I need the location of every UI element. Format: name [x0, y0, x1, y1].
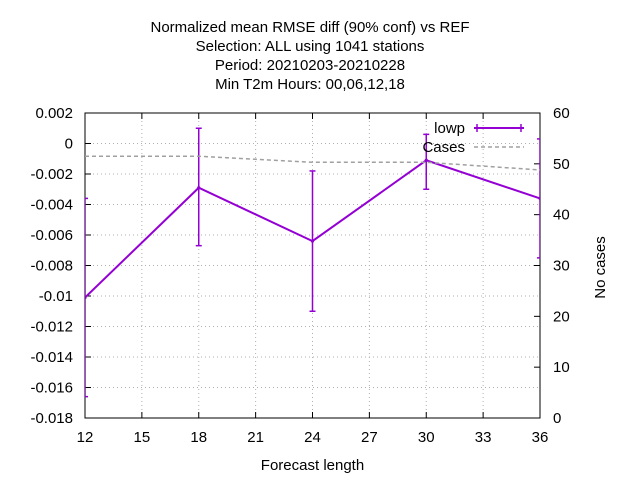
- y-tick-label: -0.004: [30, 197, 73, 214]
- title-line-1: Selection: ALL using 1041 stations: [196, 38, 425, 55]
- y2-axis: 0 10 20 30 40 50 60: [534, 105, 570, 427]
- data-point: [424, 158, 428, 162]
- y-tick-label: -0.012: [30, 319, 73, 336]
- data-point: [197, 186, 201, 190]
- x-tick-label: 21: [247, 429, 264, 446]
- y-tick-label: -0.002: [30, 166, 73, 183]
- y2-tick-label: 30: [553, 258, 570, 275]
- x-tick-label: 30: [418, 429, 435, 446]
- legend-label-cases: Cases: [422, 139, 465, 156]
- y2-tick-label: 10: [553, 359, 570, 376]
- legend: lowp Cases: [422, 120, 524, 156]
- y-tick-label: -0.008: [30, 258, 73, 275]
- x-tick-label: 33: [475, 429, 492, 446]
- x-tick-label: 36: [532, 429, 549, 446]
- x-axis-label: Forecast length: [261, 457, 364, 474]
- y2-tick-label: 0: [553, 410, 561, 427]
- y2-axis-label: No cases: [592, 236, 609, 299]
- title-line-2: Period: 20210203-20210228: [215, 57, 405, 74]
- y-axis: 0.002 0 -0.002 -0.004 -0.006 -0.008 -0.01 -0.01…: [30, 105, 91, 427]
- y-tick-label: -0.016: [30, 380, 73, 397]
- y2-tick-label: 50: [553, 156, 570, 173]
- data-point: [310, 239, 315, 243]
- y-tick-label: 0: [65, 136, 73, 153]
- title-line-3: Min T2m Hours: 00,06,12,18: [215, 76, 405, 93]
- x-tick-label: 12: [77, 429, 94, 446]
- data-point: [538, 196, 540, 200]
- x-axis: 12 15 18 21 24 27 30 33 36: [77, 113, 549, 446]
- y2-tick-label: 60: [553, 105, 570, 122]
- y-tick-label: 0.002: [35, 105, 73, 122]
- data-point: [85, 295, 87, 300]
- legend-label-lowp: lowp: [434, 120, 465, 137]
- x-tick-label: 18: [190, 429, 207, 446]
- y-tick-label: -0.006: [30, 227, 73, 244]
- title-line-0: Normalized mean RMSE diff (90% conf) vs …: [151, 19, 470, 36]
- chart-title: Normalized mean RMSE diff (90% conf) vs …: [151, 19, 470, 93]
- y-tick-label: -0.01: [39, 288, 73, 305]
- series-line-cases: [85, 155, 540, 171]
- y2-tick-label: 40: [553, 207, 570, 224]
- x-tick-label: 15: [134, 429, 151, 446]
- y-tick-label: -0.014: [30, 349, 73, 366]
- x-tick-label: 27: [361, 429, 378, 446]
- y-tick-label: -0.018: [30, 410, 73, 427]
- x-tick-label: 24: [304, 429, 321, 446]
- series: [85, 127, 540, 398]
- y2-tick-label: 20: [553, 308, 570, 325]
